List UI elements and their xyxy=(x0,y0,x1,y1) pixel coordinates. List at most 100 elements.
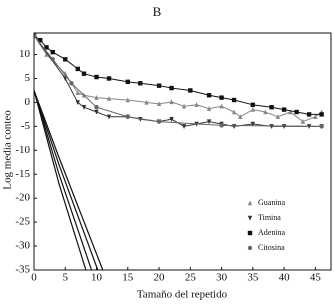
marker xyxy=(34,33,37,38)
marker xyxy=(94,74,99,80)
marker xyxy=(75,100,80,106)
marker xyxy=(44,45,49,50)
marker xyxy=(169,116,174,122)
marker xyxy=(269,105,274,110)
y-tick-label: -30 xyxy=(15,240,30,252)
x-tick-label: 10 xyxy=(91,272,103,284)
marker xyxy=(250,102,256,108)
x-tick-label: 45 xyxy=(310,272,322,284)
marker xyxy=(138,81,143,86)
y-tick-label: -15 xyxy=(15,168,30,180)
marker xyxy=(75,66,80,72)
marker xyxy=(206,119,212,125)
legend-label: Citosina xyxy=(258,243,285,252)
marker xyxy=(106,114,112,120)
marker xyxy=(125,79,130,85)
marker xyxy=(156,101,162,107)
marker xyxy=(144,99,149,105)
marker xyxy=(81,105,87,110)
marker xyxy=(188,88,193,93)
y-axis-label: Log media conteo xyxy=(2,110,14,190)
marker xyxy=(281,124,287,130)
marker xyxy=(69,81,74,86)
marker xyxy=(156,83,162,88)
fit-curve xyxy=(34,90,99,270)
marker xyxy=(125,97,130,103)
marker xyxy=(269,124,274,130)
marker xyxy=(219,95,224,100)
marker xyxy=(238,114,243,119)
marker xyxy=(75,90,80,96)
marker xyxy=(231,97,237,103)
legend-marker xyxy=(247,230,253,236)
marker xyxy=(106,76,112,81)
series-line xyxy=(34,35,322,127)
legend-label: Adenina xyxy=(258,228,286,237)
marker xyxy=(81,71,87,76)
plot xyxy=(34,33,324,270)
marker xyxy=(231,109,237,115)
marker xyxy=(219,103,224,109)
fit-curve xyxy=(34,90,87,270)
marker xyxy=(181,103,187,109)
y-tick-label: -10 xyxy=(15,144,30,156)
marker xyxy=(206,93,212,98)
chart-title: B xyxy=(153,4,162,19)
fit-curve xyxy=(34,90,93,270)
legend-marker xyxy=(247,200,253,206)
marker xyxy=(169,85,174,91)
marker xyxy=(94,109,99,115)
x-tick-label: 40 xyxy=(279,272,291,284)
marker xyxy=(275,114,281,119)
marker xyxy=(319,124,324,129)
fit-curve xyxy=(34,90,104,270)
y-tick-label: 10 xyxy=(19,48,31,60)
x-tick-label: 35 xyxy=(247,272,259,284)
y-tick-label: -35 xyxy=(15,264,30,276)
y-tick-label: 0 xyxy=(25,96,31,108)
marker xyxy=(44,51,49,57)
marker xyxy=(50,57,55,62)
legend-marker xyxy=(247,215,253,221)
marker xyxy=(38,37,43,43)
x-tick-label: 0 xyxy=(31,272,37,284)
y-tick-label: -20 xyxy=(15,192,30,204)
legend-label: Guanina xyxy=(258,198,286,207)
marker xyxy=(94,94,99,100)
marker xyxy=(169,99,174,105)
y-tick-label: -5 xyxy=(21,120,31,132)
x-tick-label: 5 xyxy=(63,272,69,284)
marker xyxy=(294,109,299,115)
x-axis-label: Tamaño del repetido xyxy=(137,289,228,301)
legend-label: Timina xyxy=(258,213,281,222)
plot-frame xyxy=(33,32,332,271)
marker xyxy=(156,119,162,124)
x-tick-label: 20 xyxy=(154,272,166,284)
y-tick-label: 5 xyxy=(25,72,31,84)
x-tick-label: 15 xyxy=(122,272,134,284)
marker xyxy=(313,114,318,119)
marker xyxy=(281,107,287,112)
marker xyxy=(263,109,268,115)
marker xyxy=(125,114,130,119)
marker xyxy=(250,121,256,127)
marker xyxy=(250,106,256,112)
marker xyxy=(300,118,306,124)
marker xyxy=(319,112,324,117)
marker xyxy=(306,112,312,117)
legend: Guanina Timina Adenina Citosina xyxy=(247,198,286,252)
legend-marker xyxy=(247,245,253,251)
marker xyxy=(219,123,224,128)
series-line xyxy=(34,35,322,127)
marker xyxy=(194,102,199,108)
marker xyxy=(50,49,55,55)
marker xyxy=(181,124,187,130)
x-tick-label: 25 xyxy=(185,272,197,284)
marker xyxy=(94,105,99,110)
marker xyxy=(288,109,293,115)
marker xyxy=(106,95,112,101)
marker xyxy=(206,106,212,111)
x-tick-label: 30 xyxy=(216,272,228,284)
marker xyxy=(63,57,68,62)
